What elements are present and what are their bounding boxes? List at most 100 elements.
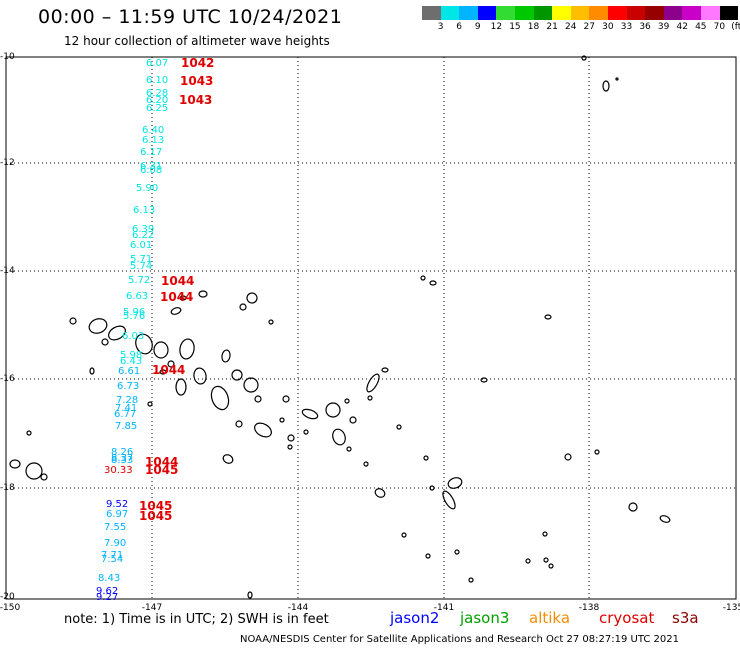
island-outline — [198, 290, 208, 298]
island-outline — [401, 532, 407, 538]
wave-height-value: 8.37 — [111, 453, 134, 464]
latitude-label: -14 — [0, 266, 15, 276]
island-outline — [153, 341, 169, 359]
pass-time-label: 1045 — [145, 463, 179, 477]
island-outline — [159, 369, 167, 375]
island-outline — [429, 280, 437, 286]
wave-height-value: 8.26 — [111, 447, 134, 458]
longitude-label: -135 — [722, 603, 740, 613]
wave-height-value: 7.28 — [116, 395, 139, 406]
color-swatch — [440, 6, 460, 20]
island-outline — [239, 303, 247, 311]
latitude-label: -18 — [0, 483, 15, 493]
satellite-legend-entry: jason2 — [390, 609, 440, 627]
island-outline — [332, 428, 346, 446]
color-scale-label: 12 — [490, 22, 503, 32]
pass-time-label: 1044 — [145, 455, 179, 469]
color-swatch — [589, 6, 608, 20]
wave-height-value: 30.33 — [104, 465, 133, 476]
island-outline — [344, 398, 350, 404]
island-outline — [301, 408, 319, 420]
island-outline — [525, 558, 531, 564]
color-swatch — [663, 6, 683, 20]
color-swatch — [459, 6, 478, 20]
island-outline — [101, 338, 109, 346]
island-outline — [594, 449, 600, 455]
island-outline — [135, 333, 153, 355]
wave-height-value: 6.73 — [117, 381, 140, 392]
color-scale-bar — [422, 6, 739, 20]
island-outline — [325, 402, 341, 418]
wave-height-value: 7.55 — [104, 522, 127, 533]
satellite-legend-entry: s3a — [672, 609, 699, 627]
island-outline — [543, 557, 549, 563]
wave-height-value: 8.43 — [98, 573, 121, 584]
color-scale-label: 70 — [713, 22, 726, 32]
wave-height-value: 7.71 — [101, 550, 124, 561]
color-scale-label: 21 — [546, 22, 558, 32]
color-scale-label: 27 — [583, 22, 596, 32]
pass-time-label: 1045 — [139, 509, 173, 523]
color-swatch — [719, 6, 739, 20]
color-scale-label: 6 — [456, 22, 463, 32]
island-outline — [221, 349, 231, 363]
wave-height-value: 6.43 — [120, 356, 143, 367]
wave-height-value: 5.90 — [136, 183, 159, 194]
plot-frame — [5, 56, 737, 600]
wave-height-value: 6.03 — [122, 331, 145, 342]
color-scale-label: 39 — [657, 22, 670, 32]
island-outline — [231, 369, 243, 381]
island-outline — [69, 317, 77, 325]
island-outline — [454, 549, 460, 555]
credit-line: NOAA/NESDIS Center for Satellite Applica… — [240, 634, 679, 645]
island-outline — [147, 401, 153, 407]
map-title: 00:00 – 11:59 UTC 10/24/2021 — [38, 6, 343, 28]
island-outline — [303, 429, 309, 435]
color-scale-label: 9 — [474, 22, 481, 32]
island-outline — [282, 395, 290, 403]
wave-height-value: 6.07 — [146, 58, 169, 69]
island-outline — [564, 453, 572, 461]
pass-time-label: 1044 — [161, 274, 195, 288]
island-outline — [447, 477, 463, 489]
color-scale-label: 24 — [564, 22, 577, 32]
color-swatch — [682, 6, 701, 20]
island-outline — [247, 591, 253, 599]
pass-time-label: 1043 — [180, 74, 214, 88]
wave-height-value: 6.61 — [118, 366, 141, 377]
color-swatch — [533, 6, 553, 20]
wave-height-value: 6.77 — [114, 409, 137, 420]
island-outline — [246, 292, 258, 304]
wave-height-value: 6.25 — [146, 103, 169, 114]
island-outline — [615, 77, 619, 81]
island-outline — [423, 455, 429, 461]
island-outline — [367, 395, 373, 401]
island-outline — [544, 314, 552, 320]
map-subtitle: 12 hour collection of altimeter wave hei… — [64, 34, 330, 48]
wave-height-value: 9.27 — [96, 592, 119, 603]
island-outline — [349, 416, 357, 424]
wave-height-value: 6.97 — [106, 509, 129, 520]
color-scale-label: 15 — [509, 22, 521, 32]
wave-height-value: 7.41 — [115, 403, 138, 414]
island-outline — [222, 454, 234, 464]
latitude-label: -10 — [0, 52, 15, 62]
island-outline — [602, 80, 610, 92]
latitude-label: -20 — [0, 592, 15, 602]
pass-time-label: 1043 — [179, 93, 213, 107]
island-outline — [442, 490, 456, 510]
wave-height-value: 6.40 — [142, 125, 165, 136]
island-outline — [581, 55, 587, 61]
satellite-legend-entry: altika — [529, 609, 571, 627]
longitude-label: -141 — [433, 603, 455, 613]
island-outline — [167, 360, 175, 368]
wave-height-value: 6.20 — [146, 95, 169, 106]
wave-height-value: 6.13 — [142, 135, 165, 146]
island-outline — [108, 325, 126, 341]
island-outline — [381, 367, 389, 373]
island-outline — [279, 417, 285, 423]
island-outline — [396, 424, 402, 430]
island-outline — [429, 485, 435, 491]
color-scale-label: 42 — [676, 22, 688, 32]
island-outlines — [9, 55, 671, 599]
